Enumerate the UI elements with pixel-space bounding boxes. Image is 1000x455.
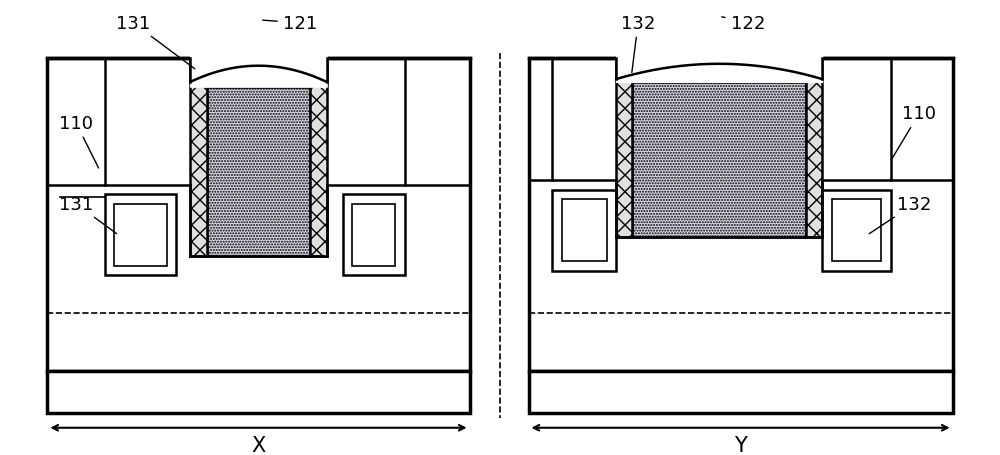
Text: 131: 131 [59,195,117,234]
Bar [616,59,632,238]
Bar [832,200,881,262]
Text: 121: 121 [263,15,317,33]
Text: 132: 132 [621,15,655,73]
Bar [352,204,395,266]
Bar [343,195,405,276]
Bar [822,190,891,271]
Bar [552,190,616,271]
Bar [529,371,953,414]
Bar [190,59,327,87]
Bar [47,371,470,414]
Bar [529,59,953,371]
Text: 110: 110 [59,115,99,169]
Text: X: X [251,435,266,455]
Bar [562,200,607,262]
Text: Y: Y [734,435,747,455]
Bar [114,204,167,266]
Bar [616,59,822,83]
Bar [632,83,806,238]
Bar [806,59,822,238]
Text: 122: 122 [722,15,765,33]
Text: 132: 132 [869,195,932,234]
Bar [207,87,310,257]
Bar [105,195,176,276]
Bar [310,59,327,257]
Text: 110: 110 [892,105,936,159]
Bar [190,59,207,257]
Text: 131: 131 [116,15,195,70]
Bar [47,59,470,371]
